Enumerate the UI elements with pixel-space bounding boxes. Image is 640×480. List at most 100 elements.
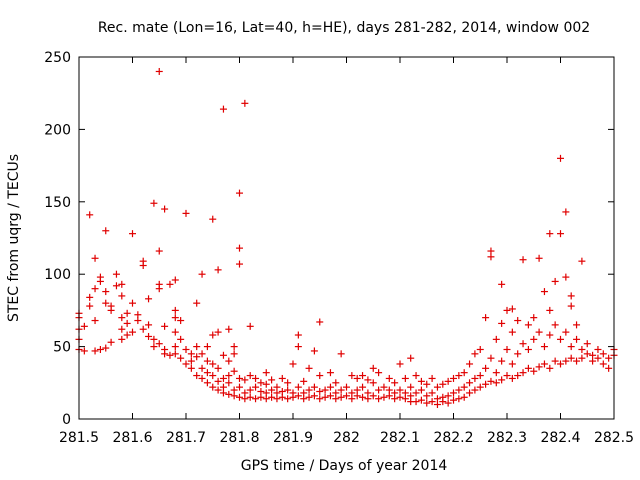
data-point: [161, 322, 169, 330]
data-point: [444, 399, 452, 407]
data-point: [268, 386, 276, 394]
data-point: [310, 347, 318, 355]
data-point: [203, 357, 211, 365]
data-point: [498, 319, 506, 327]
data-point: [214, 364, 222, 372]
data-point: [139, 257, 147, 265]
data-point: [332, 389, 340, 397]
data-point: [294, 331, 302, 339]
data-point: [353, 386, 361, 394]
data-point: [508, 305, 516, 313]
data-point: [300, 389, 308, 397]
data-point: [171, 276, 179, 284]
data-point: [524, 364, 532, 372]
data-point: [530, 335, 538, 343]
data-point: [284, 386, 292, 394]
y-tick-label: 150: [44, 195, 71, 211]
data-point: [519, 256, 527, 264]
data-point: [171, 306, 179, 314]
data-point: [540, 288, 548, 296]
data-point: [450, 389, 457, 397]
data-point: [567, 354, 575, 362]
data-point: [123, 309, 131, 317]
data-point: [86, 293, 94, 301]
data-point: [203, 379, 211, 387]
data-point: [423, 392, 431, 400]
data-point: [487, 354, 495, 362]
data-point: [514, 317, 522, 325]
data-point: [375, 395, 383, 403]
data-point: [417, 396, 425, 404]
data-point: [262, 389, 270, 397]
data-point: [155, 340, 163, 348]
data-point: [118, 335, 126, 343]
data-point: [91, 347, 99, 355]
data-point: [214, 266, 222, 274]
data-point: [348, 372, 356, 380]
data-point: [583, 350, 591, 358]
data-point: [450, 374, 457, 382]
data-point: [594, 354, 602, 362]
data-point: [219, 374, 227, 382]
data-point: [129, 299, 136, 307]
data-point: [412, 398, 420, 406]
data-point: [182, 209, 190, 217]
data-point: [236, 244, 243, 252]
data-point: [412, 372, 420, 380]
data-point: [524, 321, 532, 329]
data-point: [369, 364, 377, 372]
data-point: [460, 369, 468, 377]
data-point: [364, 389, 372, 397]
data-point: [96, 273, 104, 281]
data-point: [519, 369, 527, 377]
x-axis-label: GPS time / Days of year 2014: [241, 458, 448, 474]
data-point: [91, 254, 99, 262]
data-point: [573, 357, 581, 365]
data-point: [337, 386, 345, 394]
data-point: [193, 343, 201, 351]
data-point: [428, 389, 436, 397]
data-point: [294, 383, 302, 391]
plot-area: [79, 57, 614, 419]
data-point: [476, 383, 484, 391]
data-point: [246, 322, 254, 330]
data-point: [102, 227, 110, 235]
data-point: [557, 360, 564, 368]
data-point: [187, 357, 195, 365]
data-point: [91, 285, 99, 293]
data-point: [145, 295, 153, 303]
data-point: [316, 395, 324, 403]
data-point: [530, 314, 538, 322]
data-point: [305, 364, 313, 372]
y-axis-label: STEC from uqrg / TECUs: [6, 154, 22, 322]
data-point: [578, 345, 586, 353]
x-tick-label: 281.6: [112, 430, 152, 446]
data-point: [294, 392, 302, 400]
data-point: [337, 393, 345, 401]
data-point: [391, 389, 399, 397]
data-point: [498, 376, 506, 384]
data-point: [316, 387, 324, 395]
data-point: [519, 340, 527, 348]
data-point: [171, 314, 179, 322]
data-point: [257, 379, 265, 387]
data-point: [562, 273, 570, 281]
y-tick-label: 200: [44, 122, 71, 138]
x-tick-label: 281.7: [166, 430, 206, 446]
data-point: [407, 392, 415, 400]
data-point: [145, 332, 153, 340]
data-point: [433, 395, 441, 403]
data-point: [289, 360, 297, 368]
data-point: [487, 247, 495, 255]
data-point: [321, 393, 329, 401]
data-point: [118, 280, 126, 288]
data-point: [535, 328, 543, 336]
data-point: [391, 379, 399, 387]
data-point: [567, 343, 575, 351]
data-point: [177, 335, 185, 343]
data-point: [508, 360, 516, 368]
data-point: [369, 379, 377, 387]
data-point: [225, 357, 233, 365]
data-point: [594, 345, 602, 353]
data-point: [155, 247, 163, 255]
